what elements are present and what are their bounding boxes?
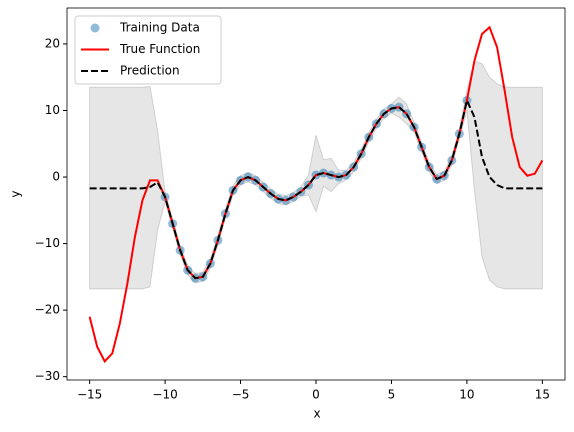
legend-box — [74, 15, 222, 85]
x-tick-label: 15 — [535, 388, 550, 402]
y-tick-label: −30 — [35, 369, 60, 383]
prediction-line — [89, 97, 543, 280]
legend-marker — [90, 23, 100, 33]
x-tick-label: −15 — [77, 388, 102, 402]
y-tick-label: 10 — [45, 103, 60, 117]
y-tick-label: 0 — [52, 170, 60, 184]
y-tick-label: −10 — [35, 236, 60, 250]
legend-label: Training Data — [119, 21, 200, 35]
x-tick-label: −5 — [232, 388, 250, 402]
y-axis-label: y — [9, 190, 23, 197]
y-tick-label: −20 — [35, 303, 60, 317]
legend-label: Prediction — [120, 64, 180, 78]
legend-label: True Function — [119, 42, 200, 56]
x-tick-label: 5 — [388, 388, 396, 402]
y-tick-label: 20 — [45, 36, 60, 50]
x-tick-label: 10 — [459, 388, 474, 402]
legend: Training Data True Function Prediction — [74, 15, 222, 85]
x-axis-label: x — [313, 407, 320, 421]
x-tick-label: 0 — [312, 388, 320, 402]
x-tick-label: −10 — [152, 388, 177, 402]
plot-area — [88, 25, 544, 364]
